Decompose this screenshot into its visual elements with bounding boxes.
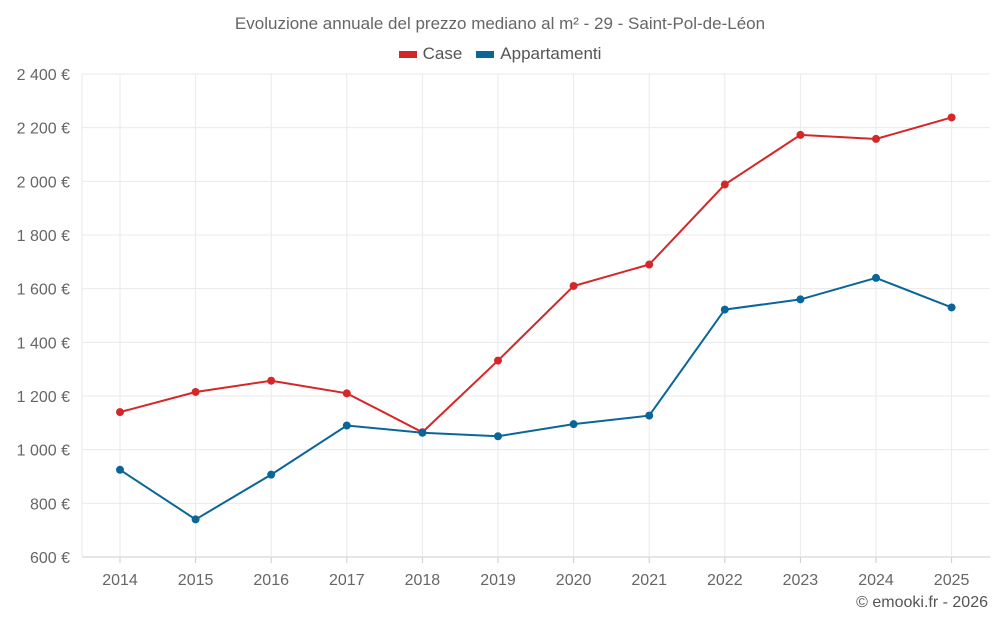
data-point-case[interactable] [872,134,880,143]
data-point-appartamenti[interactable] [796,295,805,304]
x-tick-label: 2025 [934,572,970,589]
y-tick-label: 1 200 € [17,389,70,406]
data-point-case[interactable] [796,130,805,139]
data-point-appartamenti[interactable] [645,411,654,420]
series-line-appartamenti [119,276,952,521]
data-point-case[interactable] [116,408,124,417]
x-tick-label: 2022 [707,572,743,589]
data-point-appartamenti[interactable] [342,421,351,430]
data-point-appartamenti[interactable] [191,515,200,524]
data-point-case[interactable] [494,356,502,365]
y-tick-label: 600 € [30,550,70,567]
chart-title: Evoluzione annuale del prezzo mediano al… [234,14,766,33]
y-tick-label: 2 200 € [17,121,70,138]
data-point-case[interactable] [569,281,578,290]
data-point-appartamenti[interactable] [494,432,502,441]
data-point-case[interactable] [267,376,276,385]
x-tick-label: 2023 [783,572,819,589]
y-tick-label: 1 800 € [17,228,70,245]
x-tick-label: 2016 [253,572,289,589]
y-tick-label: 1 400 € [17,335,70,352]
x-tick-label: 2024 [858,572,894,589]
data-point-appartamenti[interactable] [116,465,124,474]
x-tick-label: 2017 [329,572,365,589]
credit-text: © emooki.fr - 2026 [856,594,988,611]
x-tick-label: 2021 [631,572,667,589]
legend-swatch-appartamenti [476,50,495,58]
x-tick-label: 2020 [556,572,592,589]
data-point-appartamenti[interactable] [267,470,276,479]
data-point-case[interactable] [645,260,654,269]
x-tick-label: 2014 [102,572,138,589]
data-point-appartamenti[interactable] [720,305,729,314]
x-tick-label: 2015 [178,572,214,589]
data-point-appartamenti[interactable] [872,273,880,282]
legend: Case Appartamenti [0,44,1000,64]
legend-swatch-case [398,50,417,58]
legend-label-case: Case [422,44,463,63]
y-tick-label: 2 000 € [17,174,70,191]
data-point-case[interactable] [947,113,956,122]
data-point-appartamenti[interactable] [947,303,956,312]
series-line-case [119,116,952,434]
data-point-case[interactable] [191,387,200,396]
legend-item-case[interactable]: Case [398,44,463,64]
data-point-case[interactable] [342,389,351,398]
data-point-case[interactable] [720,180,729,189]
y-tick-label: 1 000 € [17,443,70,460]
x-tick-label: 2018 [405,572,441,589]
y-tick-label: 2 400 € [17,67,70,84]
y-tick-label: 800 € [30,496,70,513]
data-point-appartamenti[interactable] [569,420,578,429]
data-point-appartamenti[interactable] [418,428,427,437]
legend-label-appartamenti: Appartamenti [500,44,602,63]
y-tick-label: 1 600 € [17,282,70,299]
legend-item-appartamenti[interactable]: Appartamenti [476,44,601,64]
x-tick-label: 2019 [480,572,516,589]
